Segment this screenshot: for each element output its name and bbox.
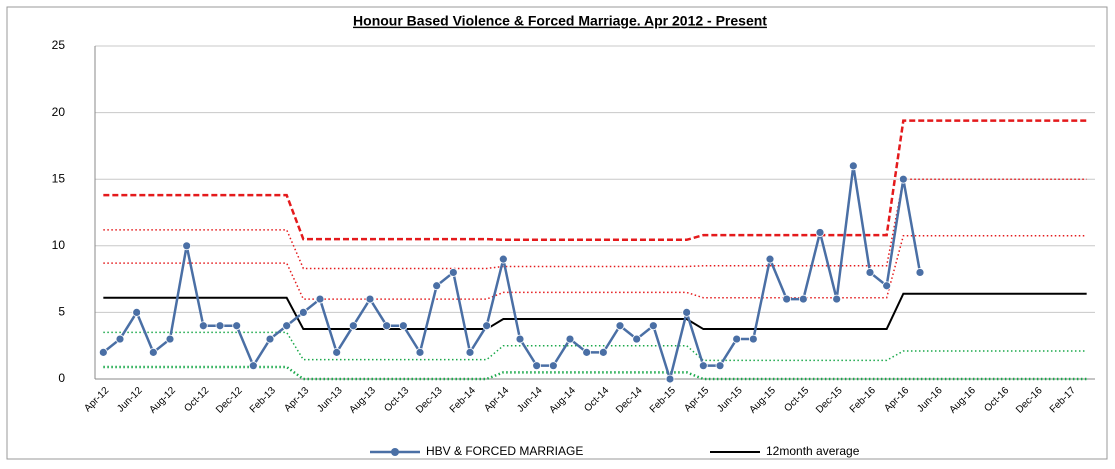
data-point — [332, 347, 342, 357]
series-line — [103, 331, 1087, 362]
data-point — [582, 347, 592, 357]
data-point — [865, 268, 875, 277]
y-tick-label: 25 — [52, 38, 66, 52]
chart-frame — [6, 6, 1108, 460]
data-point — [215, 321, 225, 331]
data-point — [748, 334, 758, 344]
data-point — [515, 334, 525, 344]
data-point — [532, 361, 542, 371]
legend-marker — [391, 448, 399, 456]
data-point — [432, 281, 442, 291]
data-point — [798, 294, 808, 304]
y-tick-label: 15 — [52, 171, 66, 185]
data-point — [365, 294, 375, 304]
data-point — [782, 294, 792, 304]
series-line — [103, 178, 1087, 270]
y-tick-label: 10 — [52, 238, 66, 252]
data-point — [115, 334, 125, 344]
data-point — [698, 361, 708, 371]
data-point — [682, 307, 692, 317]
y-tick-label: 20 — [52, 105, 66, 119]
data-point — [565, 334, 575, 344]
data-point — [765, 254, 775, 264]
data-point — [248, 361, 258, 371]
series-line — [103, 365, 1087, 381]
data-point — [165, 334, 175, 344]
data-point — [498, 254, 508, 264]
chart-title: Honour Based Violence & Forced Marriage.… — [353, 13, 767, 29]
data-point — [98, 347, 108, 357]
data-point — [648, 321, 658, 331]
data-point — [198, 321, 208, 331]
data-point — [832, 294, 842, 304]
data-point — [882, 281, 892, 291]
data-point — [415, 347, 425, 357]
data-point — [448, 268, 458, 277]
data-point — [848, 161, 858, 171]
data-point — [715, 361, 725, 371]
data-point — [348, 321, 358, 331]
series-line — [102, 165, 922, 384]
data-point — [598, 347, 608, 357]
data-point — [265, 334, 275, 344]
data-point — [182, 241, 192, 251]
series-line — [103, 119, 1087, 242]
data-point — [898, 174, 908, 184]
data-point — [148, 347, 158, 357]
data-point — [282, 321, 292, 331]
data-point — [382, 321, 392, 331]
data-point — [815, 228, 825, 237]
series-line — [103, 235, 1087, 300]
data-point — [915, 268, 925, 277]
data-point — [132, 307, 142, 317]
legend-label: 12month average — [766, 444, 860, 458]
data-point — [615, 321, 625, 331]
data-point — [315, 294, 325, 304]
data-point — [465, 347, 475, 357]
data-point — [665, 374, 675, 384]
data-point — [548, 361, 558, 371]
data-point — [632, 334, 642, 344]
legend-label: HBV & FORCED MARRIAGE — [426, 444, 583, 458]
data-point — [732, 334, 742, 344]
data-point — [298, 307, 308, 317]
data-point — [398, 321, 408, 331]
series-line — [103, 292, 1087, 331]
data-point — [232, 321, 242, 331]
y-tick-label: 0 — [58, 371, 65, 385]
data-point — [482, 321, 492, 331]
y-tick-label: 5 — [58, 305, 65, 319]
